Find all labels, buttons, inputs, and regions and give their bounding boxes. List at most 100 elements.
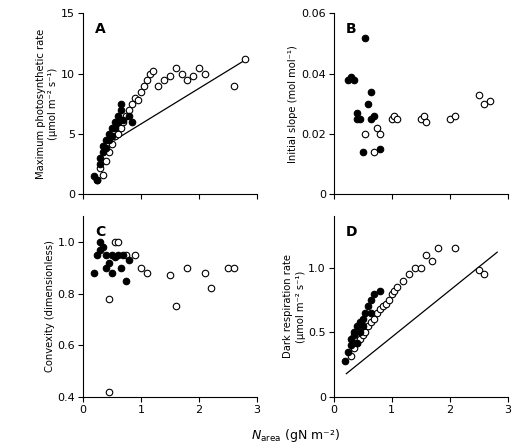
Point bbox=[341, 357, 349, 364]
Point bbox=[358, 322, 367, 330]
Point bbox=[347, 335, 355, 343]
Point bbox=[358, 316, 367, 323]
Point bbox=[376, 287, 384, 294]
Point bbox=[480, 271, 488, 278]
Point bbox=[364, 303, 372, 310]
Point bbox=[364, 322, 372, 330]
Point bbox=[355, 329, 364, 336]
Point bbox=[93, 176, 102, 183]
Point bbox=[391, 287, 399, 294]
Point bbox=[422, 118, 430, 125]
Point bbox=[102, 145, 110, 152]
Point bbox=[142, 76, 151, 83]
Point bbox=[347, 73, 355, 80]
Point bbox=[119, 116, 127, 123]
Point bbox=[384, 297, 393, 304]
Point bbox=[113, 112, 122, 120]
Point bbox=[96, 155, 105, 162]
Point bbox=[105, 259, 113, 266]
Point bbox=[177, 70, 185, 77]
Text: C: C bbox=[95, 225, 105, 239]
Point bbox=[148, 68, 156, 75]
Point bbox=[416, 264, 425, 271]
Point bbox=[353, 109, 361, 116]
Point bbox=[171, 64, 180, 71]
Point bbox=[105, 295, 113, 302]
Point bbox=[376, 306, 384, 313]
Text: D: D bbox=[346, 225, 357, 239]
Point bbox=[387, 116, 396, 123]
Point bbox=[189, 73, 197, 80]
Point bbox=[364, 100, 372, 107]
Point bbox=[367, 116, 376, 123]
Point bbox=[96, 161, 105, 168]
Point bbox=[411, 264, 419, 271]
Point bbox=[367, 297, 376, 304]
Point bbox=[428, 258, 436, 265]
Point bbox=[108, 133, 116, 140]
Point bbox=[102, 136, 110, 144]
Point bbox=[200, 70, 209, 77]
Point bbox=[224, 264, 232, 271]
Point bbox=[122, 251, 131, 258]
Point bbox=[358, 149, 367, 156]
Point bbox=[370, 149, 378, 156]
Point bbox=[154, 82, 163, 89]
Point bbox=[362, 329, 370, 336]
Point bbox=[99, 142, 107, 149]
Point bbox=[128, 118, 136, 125]
Point bbox=[105, 149, 113, 156]
Y-axis label: Initial slope (mol mol⁻¹): Initial slope (mol mol⁻¹) bbox=[289, 45, 298, 163]
Point bbox=[183, 264, 192, 271]
Point bbox=[358, 331, 367, 339]
Point bbox=[119, 251, 127, 258]
Point bbox=[142, 269, 151, 277]
Point bbox=[111, 133, 119, 140]
Point bbox=[486, 97, 494, 104]
Y-axis label: Maximum photosynthetic rate
(μmol m⁻² s⁻¹): Maximum photosynthetic rate (μmol m⁻² s⁻… bbox=[36, 29, 59, 179]
Point bbox=[99, 171, 107, 178]
Point bbox=[353, 339, 361, 346]
Point bbox=[367, 88, 376, 95]
Point bbox=[108, 251, 116, 258]
Point bbox=[393, 284, 401, 291]
Point bbox=[99, 244, 107, 251]
Point bbox=[93, 176, 102, 183]
Point bbox=[96, 246, 105, 253]
Point bbox=[111, 254, 119, 261]
Point bbox=[113, 118, 122, 125]
Point bbox=[344, 76, 352, 83]
Point bbox=[355, 318, 364, 326]
Point bbox=[474, 267, 483, 274]
Point bbox=[387, 290, 396, 297]
Point bbox=[125, 112, 134, 120]
Point bbox=[111, 124, 119, 132]
Point bbox=[128, 100, 136, 107]
Point bbox=[117, 264, 125, 271]
Point bbox=[370, 112, 378, 120]
Point bbox=[445, 116, 454, 123]
Y-axis label: Convexity (dimensionless): Convexity (dimensionless) bbox=[45, 240, 55, 372]
Point bbox=[376, 130, 384, 137]
Point bbox=[241, 56, 250, 63]
Point bbox=[108, 124, 116, 132]
Point bbox=[122, 112, 131, 120]
Point bbox=[140, 82, 148, 89]
Point bbox=[367, 310, 376, 317]
Point bbox=[382, 300, 390, 307]
Point bbox=[373, 310, 381, 317]
Point bbox=[399, 277, 407, 284]
Point bbox=[367, 318, 376, 326]
Text: A: A bbox=[95, 22, 106, 37]
Point bbox=[373, 124, 381, 132]
Point bbox=[480, 100, 488, 107]
Point bbox=[125, 106, 134, 113]
Text: $\it{N}_{\rm{area}}$ (gN m⁻²): $\it{N}_{\rm{area}}$ (gN m⁻²) bbox=[251, 427, 340, 444]
Point bbox=[113, 251, 122, 258]
Point bbox=[195, 64, 203, 71]
Point bbox=[122, 277, 131, 284]
Point bbox=[393, 116, 401, 123]
Point bbox=[160, 76, 168, 83]
Point bbox=[96, 238, 105, 245]
Point bbox=[416, 116, 425, 123]
